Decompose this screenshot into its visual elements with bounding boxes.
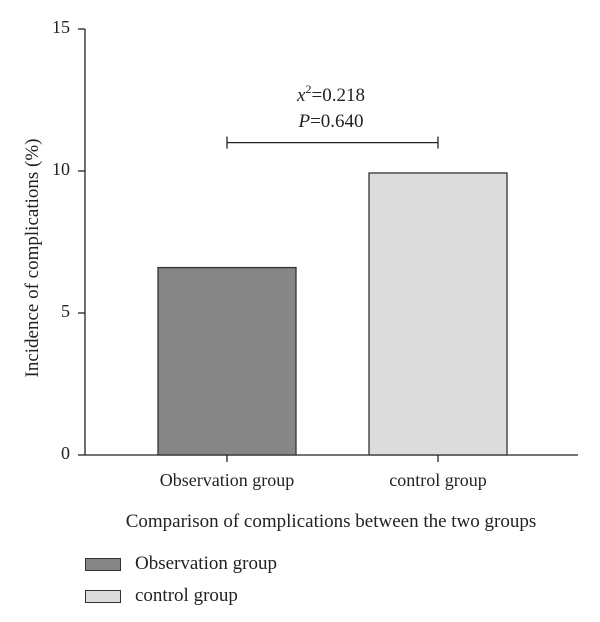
x-tick-label-control-group: control group [389,470,486,490]
chart: Incidence of complications (%) 0 5 10 15… [22,17,578,532]
y-axis-title: Incidence of complications (%) [22,139,43,378]
x-axis-title: Comparison of complications between the … [126,511,537,532]
bar-observation-group [157,266,297,456]
significance-bracket [226,136,439,149]
y-tick-label-15: 15 [52,17,70,37]
p-value-annotation: P=0.640 [297,111,363,132]
p-value: =0.640 [310,111,363,132]
bar-control-group [368,172,508,456]
chi-square-symbol: x [296,85,306,106]
chi-square-annotation: x2=0.218 [296,82,365,106]
y-tick-label-5: 5 [61,301,70,321]
legend-item-control-group: control group [85,580,277,612]
legend-label-observation-group: Observation group [135,553,277,574]
legend-item-observation-group: Observation group [85,548,277,580]
legend-swatch-control-group [85,589,121,603]
y-tick-label-10: 10 [52,159,70,179]
x-tick-label-observation-group: Observation group [160,470,294,490]
p-symbol: P [297,111,310,132]
y-ticks: 0 5 10 15 [52,17,85,463]
legend-label-control-group: control group [135,585,238,606]
legend-swatch-observation-group [85,557,121,571]
y-tick-label-0: 0 [61,443,70,463]
chi-square-value: =0.218 [311,85,364,106]
chi-square-superscript: 2 [305,82,311,96]
legend: Observation group control group [85,548,277,612]
